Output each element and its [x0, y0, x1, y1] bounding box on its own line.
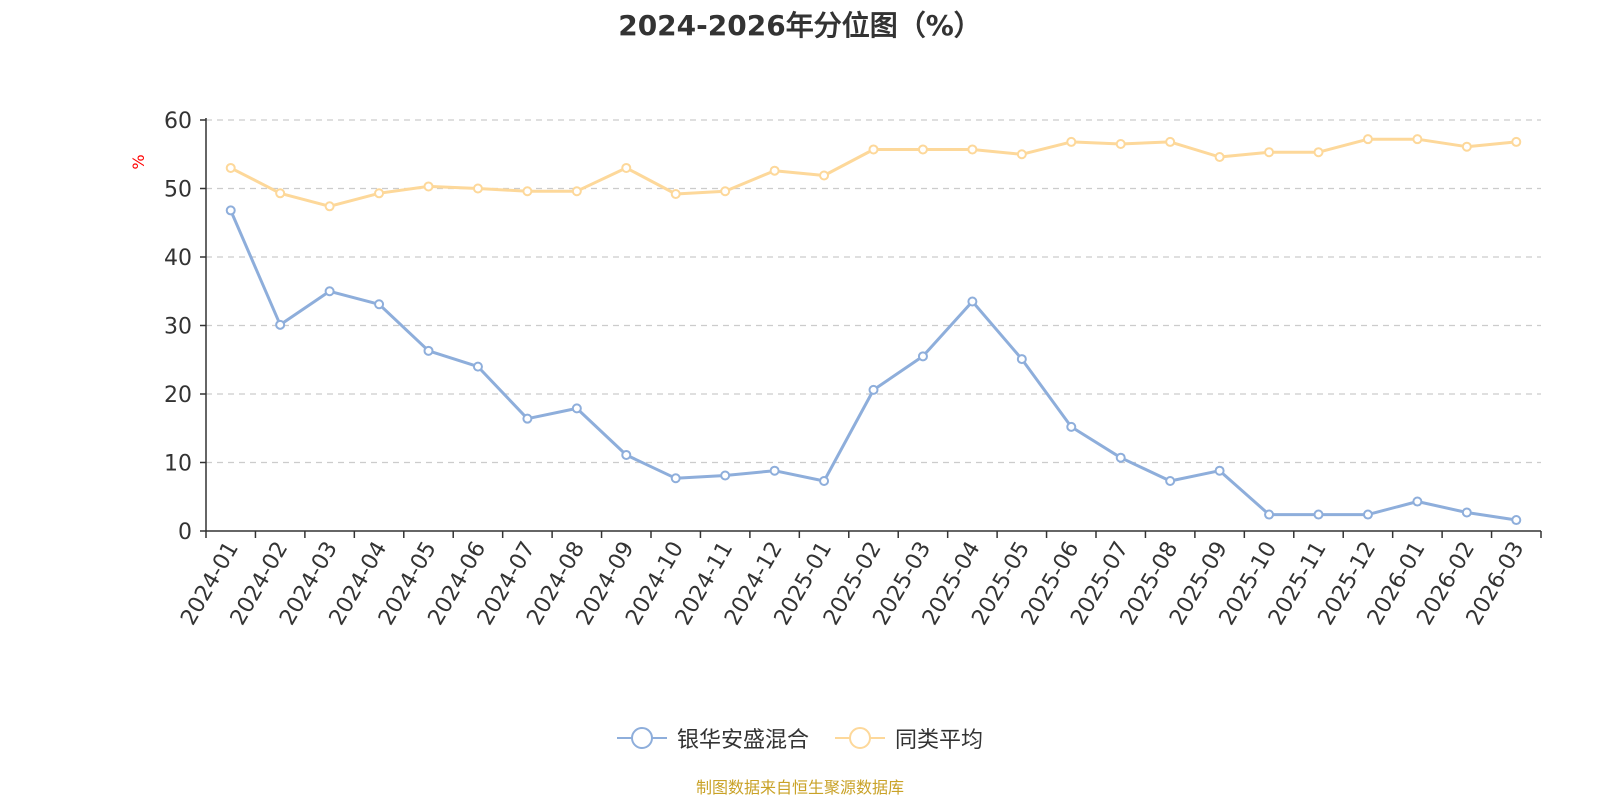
data-point-0	[423, 345, 434, 356]
y-tick-label: 60	[164, 109, 192, 134]
data-point-1	[423, 181, 434, 192]
data-point-1	[275, 188, 286, 199]
data-point-0	[275, 319, 286, 330]
data-point-0	[571, 403, 582, 414]
data-point-0	[720, 470, 731, 481]
data-point-1	[670, 188, 681, 199]
legend-label-average: 同类平均	[895, 728, 984, 753]
series-line-0	[229, 209, 1517, 522]
data-point-1	[1264, 147, 1275, 158]
y-axis-label: %	[129, 154, 148, 169]
data-point-1	[1362, 134, 1373, 145]
data-point-1	[1115, 138, 1126, 149]
data-point-0	[769, 465, 780, 476]
axes	[200, 118, 1542, 538]
data-point-1	[967, 144, 978, 155]
data-point-1	[1066, 136, 1077, 147]
data-point-0	[522, 413, 533, 424]
data-point-1	[819, 170, 830, 181]
y-tick-label: 40	[164, 246, 192, 271]
x-tick-labels: 2024-012024-022024-032024-042024-052024-…	[176, 538, 1529, 630]
data-point-0	[819, 475, 830, 486]
data-point-1	[1412, 134, 1423, 145]
legend: 银华安盛混合 同类平均	[0, 722, 1600, 754]
data-point-1	[720, 186, 731, 197]
data-point-1	[225, 162, 236, 173]
data-point-1	[324, 201, 335, 212]
chart-title: 2024-2026年分位图（%）	[618, 9, 982, 42]
data-point-0	[621, 449, 632, 460]
data-point-1	[571, 186, 582, 197]
series-lines	[225, 134, 1522, 526]
grid-lines	[206, 119, 1541, 464]
data-point-0	[1412, 496, 1423, 507]
data-point-0	[670, 473, 681, 484]
legend-label-fund: 银华安盛混合	[676, 728, 809, 753]
y-tick-label: 50	[164, 178, 192, 203]
data-point-0	[1066, 421, 1077, 432]
data-point-0	[1214, 465, 1225, 476]
data-point-1	[522, 186, 533, 197]
data-point-0	[967, 296, 978, 307]
data-point-1	[917, 144, 928, 155]
data-point-0	[324, 286, 335, 297]
legend-item-average[interactable]: 同类平均	[835, 722, 983, 754]
data-point-0	[1016, 354, 1027, 365]
y-tick-label: 10	[164, 452, 192, 477]
data-point-0	[1362, 509, 1373, 520]
legend-item-fund[interactable]: 银华安盛混合	[616, 722, 809, 754]
data-point-0	[225, 205, 236, 216]
data-point-1	[1016, 149, 1027, 160]
data-point-1	[769, 165, 780, 176]
data-point-0	[917, 351, 928, 362]
data-point-0	[1511, 515, 1522, 526]
legend-marker-average	[835, 726, 885, 750]
data-point-0	[1264, 509, 1275, 520]
data-point-1	[621, 162, 632, 173]
source-note: 制图数据来自恒生聚源数据库	[695, 778, 904, 797]
data-point-0	[472, 361, 483, 372]
y-tick-label: 20	[164, 383, 192, 408]
data-point-0	[1313, 509, 1324, 520]
data-point-1	[1511, 136, 1522, 147]
y-tick-label: 0	[178, 520, 192, 545]
data-point-0	[868, 384, 879, 395]
y-tick-labels: 0 10 20 30 40 50 60	[164, 109, 192, 545]
data-point-1	[1214, 151, 1225, 162]
y-tick-label: 30	[164, 315, 192, 340]
data-point-0	[374, 299, 385, 310]
data-point-0	[1461, 507, 1472, 518]
data-point-0	[1115, 452, 1126, 463]
data-point-1	[472, 183, 483, 194]
data-point-1	[1165, 136, 1176, 147]
data-point-1	[1461, 141, 1472, 152]
data-point-1	[1313, 147, 1324, 158]
data-point-0	[1165, 475, 1176, 486]
data-point-1	[868, 144, 879, 155]
legend-marker-fund	[616, 726, 667, 750]
data-point-1	[374, 188, 385, 199]
